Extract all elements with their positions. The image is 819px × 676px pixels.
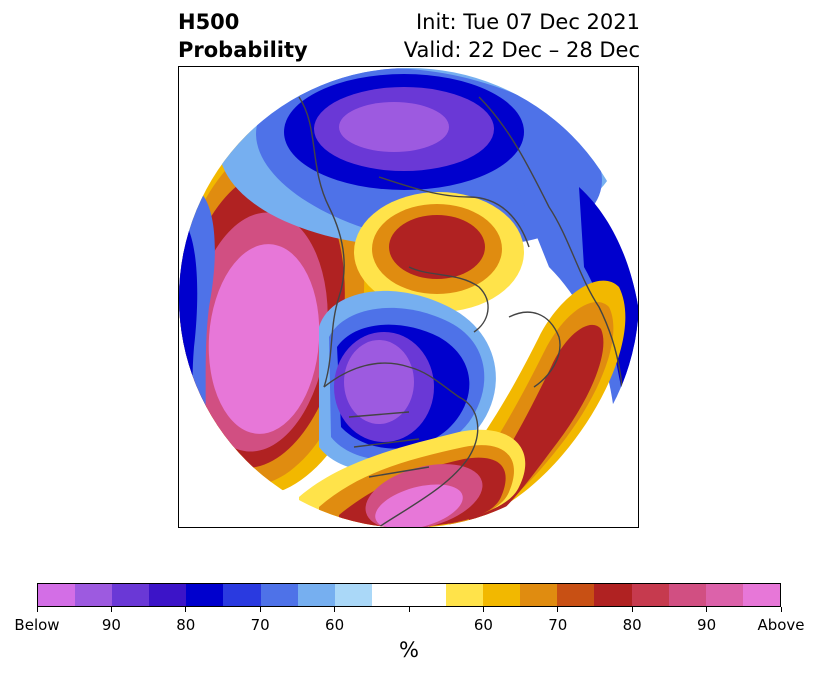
title-left: H500 Probability [178, 8, 308, 64]
colorbar-tick-label: Above [757, 616, 805, 634]
colorbar-tick [631, 607, 633, 612]
colorbar-tick [780, 607, 782, 612]
init-time: Init: Tue 07 Dec 2021 [415, 10, 640, 34]
colorbar-tick [36, 607, 38, 612]
colorbar-segment [149, 584, 187, 606]
colorbar-tick [334, 607, 336, 612]
colorbar-segment [260, 584, 298, 606]
colorbar-tick-label: Below [14, 616, 60, 634]
colorbar-tick [185, 607, 187, 612]
colorbar-tick-label: 80 [176, 616, 196, 634]
probability-shading [179, 68, 638, 527]
colorbar-tick-label: 90 [697, 616, 717, 634]
valid-period: Valid: 22 Dec – 28 Dec [403, 38, 640, 62]
colorbar [37, 583, 781, 607]
colorbar-unit-label: % [399, 638, 419, 662]
colorbar-tick [482, 607, 484, 612]
eastern-us-ridge [299, 429, 526, 527]
north-america-trough [319, 290, 496, 472]
colorbar-segment [38, 584, 76, 606]
title-variable: H500 [178, 10, 240, 34]
colorbar-segment [75, 584, 113, 606]
colorbar-segment [334, 584, 372, 606]
colorbar-tick-label: 80 [622, 616, 642, 634]
colorbar-tick [110, 607, 112, 612]
title-product: Probability [178, 38, 308, 62]
colorbar-segment [223, 584, 261, 606]
colorbar-tick-label: 90 [101, 616, 121, 634]
colorbar-segment [742, 584, 780, 606]
coastlines [298, 96, 624, 527]
colorbar-tick [557, 607, 559, 612]
colorbar-segment [557, 584, 595, 606]
colorbar-tick [706, 607, 708, 612]
arctic-ridge [354, 192, 524, 312]
colorbar-tick-label: 60 [325, 616, 345, 634]
colorbar-segment [705, 584, 743, 606]
colorbar-segment [594, 584, 632, 606]
colorbar-segment [186, 584, 224, 606]
polar-map-graphic [179, 68, 638, 527]
colorbar-tick-label: 60 [473, 616, 493, 634]
colorbar-tick [408, 607, 410, 612]
colorbar-segment [631, 584, 669, 606]
probability-map [178, 66, 639, 528]
title-right: Init: Tue 07 Dec 2021 Valid: 22 Dec – 28… [404, 8, 640, 64]
colorbar-tick-label: 70 [548, 616, 568, 634]
siberian-trough [219, 68, 619, 247]
colorbar-segment [520, 584, 558, 606]
colorbar-segment [371, 584, 409, 606]
colorbar-segment [668, 584, 706, 606]
colorbar-tick-label: 70 [250, 616, 270, 634]
colorbar-segment [297, 584, 335, 606]
colorbar-segment [483, 584, 521, 606]
colorbar-segment [112, 584, 150, 606]
colorbar-segment [408, 584, 447, 606]
colorbar-tick [259, 607, 261, 612]
colorbar-segment [446, 584, 484, 606]
